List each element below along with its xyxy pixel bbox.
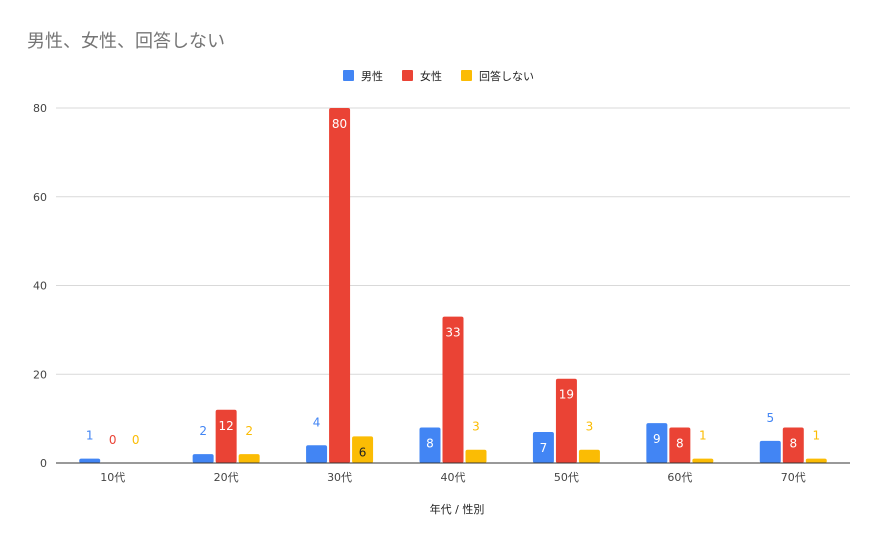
x-axis-title: 年代 / 性別 xyxy=(430,502,485,516)
bar xyxy=(329,108,351,463)
bar xyxy=(192,454,214,463)
data-label: 1 xyxy=(86,429,94,443)
x-tick-label: 40代 xyxy=(441,471,466,484)
bars xyxy=(79,108,827,463)
data-label: 1 xyxy=(812,429,820,443)
data-label: 2 xyxy=(245,424,253,438)
data-label: 6 xyxy=(359,445,367,459)
y-tick-label: 20 xyxy=(33,368,47,381)
data-label: 8 xyxy=(676,437,684,451)
data-label: 0 xyxy=(132,433,140,447)
data-label: 0 xyxy=(109,433,117,447)
bar xyxy=(532,431,554,463)
bar xyxy=(692,458,714,463)
data-label: 33 xyxy=(445,326,460,340)
x-tick-label: 10代 xyxy=(100,471,125,484)
data-label: 8 xyxy=(789,437,797,451)
data-label: 2 xyxy=(199,424,207,438)
x-tick-label: 50代 xyxy=(554,471,579,484)
bar xyxy=(352,436,374,463)
data-label: 4 xyxy=(313,415,321,429)
data-label: 1 xyxy=(699,429,707,443)
data-label: 3 xyxy=(586,420,594,434)
bar xyxy=(805,458,827,463)
y-tick-label: 80 xyxy=(33,102,47,115)
bar xyxy=(442,316,464,463)
x-tick-label: 70代 xyxy=(781,471,806,484)
legend-swatch xyxy=(343,70,354,81)
legend-label: 回答しない xyxy=(479,69,534,83)
bar xyxy=(215,409,237,463)
bar xyxy=(646,423,668,463)
legend-label: 女性 xyxy=(420,69,442,83)
bar xyxy=(306,445,328,463)
y-tick-label: 40 xyxy=(33,280,47,293)
data-label: 19 xyxy=(559,388,574,402)
data-label: 7 xyxy=(540,441,548,455)
data-label: 3 xyxy=(472,420,480,434)
data-label: 5 xyxy=(766,411,774,425)
data-label: 8 xyxy=(426,437,434,451)
chart-title: 男性、女性、回答しない xyxy=(27,31,225,52)
legend-label: 男性 xyxy=(361,69,383,83)
y-tick-label: 0 xyxy=(40,457,47,470)
bar xyxy=(465,449,487,463)
data-label: 9 xyxy=(653,432,661,446)
bar xyxy=(759,440,781,463)
bar xyxy=(578,449,600,463)
x-tick-label: 20代 xyxy=(214,471,239,484)
legend-swatch xyxy=(461,70,472,81)
bar xyxy=(79,458,101,463)
legend-swatch xyxy=(402,70,413,81)
bar xyxy=(238,454,260,463)
bar xyxy=(555,378,577,463)
bar xyxy=(782,427,804,463)
legend: 男性 女性 回答しない xyxy=(343,69,534,83)
data-label: 12 xyxy=(219,419,234,433)
x-tick-label: 30代 xyxy=(327,471,352,484)
data-label: 80 xyxy=(332,117,347,131)
x-tick-label: 60代 xyxy=(667,471,692,484)
y-tick-label: 60 xyxy=(33,191,47,204)
bar xyxy=(669,427,691,463)
bar xyxy=(419,427,441,463)
